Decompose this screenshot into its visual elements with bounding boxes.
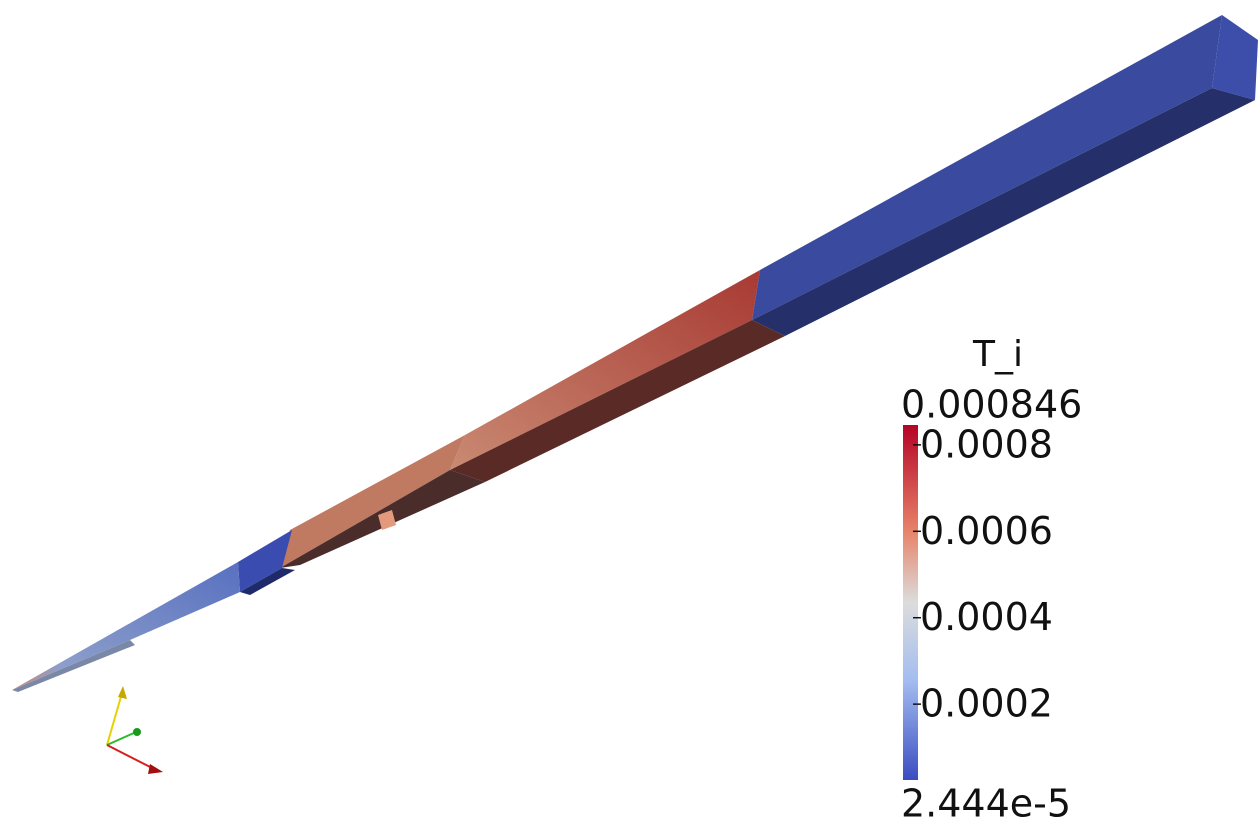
colorbar-tick-label: 0.0006 [920, 509, 1053, 553]
colorbar-gradient [903, 425, 918, 780]
colorbar-tick-label: 0.0008 [920, 422, 1053, 466]
colorbar-tick-label: 0.0002 [920, 682, 1053, 726]
colorbar-max-label: 0.000846 [901, 383, 1082, 427]
beam-geometry [12, 15, 1258, 692]
axes-triad [107, 686, 163, 774]
color-legend: T_i 0.000846 2.444e-5 0.0008 0.0006 0.0004… [901, 334, 1082, 826]
colorbar-min-label: 2.444e-5 [901, 782, 1071, 826]
colorbar-tick-label: 0.0004 [920, 595, 1053, 639]
colorbar-title: T_i [972, 334, 1023, 375]
render-view: T_i 0.000846 2.444e-5 0.0008 0.0006 0.0004… [0, 0, 1258, 830]
